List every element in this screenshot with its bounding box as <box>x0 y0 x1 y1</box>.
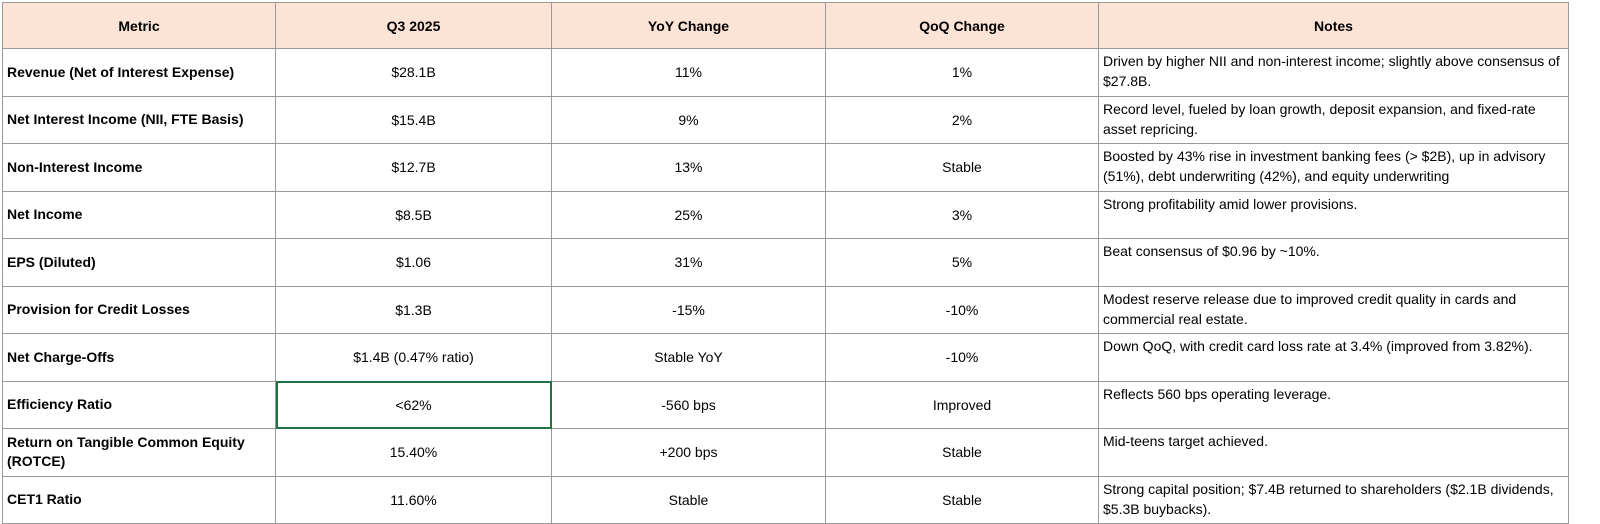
notes-text: Modest reserve release due to improved c… <box>1103 290 1517 327</box>
value-cell[interactable]: <62% <box>275 380 552 429</box>
table-row: Net Income $8.5B 25% 3% Strong profitability… <box>2 190 1569 239</box>
notes-cell: Strong capital position; $7.4B returned … <box>1098 475 1569 524</box>
value-cell: 1% <box>825 48 1099 97</box>
metric-cell: Net Interest Income (NII, FTE Basis) <box>2 95 276 144</box>
value-cell: $1.4B (0.47% ratio) <box>275 333 552 382</box>
value-cell: $15.4B <box>275 95 552 144</box>
table-row: EPS (Diluted) $1.06 31% 5% Beat consensus of… <box>2 238 1569 287</box>
value-cell: 5% <box>825 238 1099 287</box>
table-row: Efficiency Ratio <62% -560 bps Improved Refl… <box>2 380 1569 429</box>
notes-cell: Modest reserve release due to improved c… <box>1098 285 1569 334</box>
notes-text: Driven by higher NII and non-interest in… <box>1103 53 1560 89</box>
table-row: Revenue (Net of Interest Expense) $28.1B 1… <box>2 48 1569 97</box>
value-cell: 31% <box>551 238 826 287</box>
notes-text: Mid-teens target achieved. <box>1103 433 1268 449</box>
column-header: YoY Change <box>551 2 826 49</box>
table-row: Net Interest Income (NII, FTE Basis) $15.… <box>2 95 1569 144</box>
metric-cell: Revenue (Net of Interest Expense) <box>2 48 276 97</box>
notes-text: Reflects 560 bps operating leverage. <box>1103 385 1332 402</box>
value-cell: $1.06 <box>275 238 552 287</box>
metrics-table: Metric Q3 2025 YoY Change QoQ Change Notes R… <box>2 2 1569 524</box>
table-body: Revenue (Net of Interest Expense) $28.1B 1… <box>2 48 1569 524</box>
header-row: Metric Q3 2025 YoY Change QoQ Change Notes <box>2 2 1569 49</box>
metric-cell: CET1 Ratio <box>2 475 276 524</box>
notes-text: Strong capital position; $7.4B returned … <box>1103 480 1554 517</box>
value-cell: -10% <box>825 333 1099 382</box>
value-cell: Stable YoY <box>551 333 826 382</box>
table-row: Provision for Credit Losses $1.3B -15% -10%… <box>2 285 1569 334</box>
value-cell: 2% <box>825 95 1099 144</box>
metric-cell: Net Income <box>2 190 276 239</box>
column-header: Metric <box>2 2 276 49</box>
value-cell: 9% <box>551 95 826 144</box>
value-cell: -560 bps <box>551 380 826 429</box>
value-cell: Stable <box>825 475 1099 524</box>
notes-text: Boosted by 43% rise in investment bankin… <box>1103 148 1546 184</box>
table-row: CET1 Ratio 11.60% Stable Stable Strong capit… <box>2 475 1569 524</box>
table-row: Return on Tangible Common Equity (ROTCE)… <box>2 428 1569 477</box>
value-cell: +200 bps <box>551 428 826 477</box>
notes-cell: Driven by higher NII and non-interest in… <box>1098 48 1569 97</box>
value-cell: 25% <box>551 190 826 239</box>
table-row: Net Charge-Offs $1.4B (0.47% ratio) Stable… <box>2 333 1569 382</box>
value-cell: $8.5B <box>275 190 552 239</box>
notes-cell: Boosted by 43% rise in investment bankin… <box>1098 143 1569 192</box>
value-cell: 15.40% <box>275 428 552 477</box>
value-cell: 13% <box>551 143 826 192</box>
notes-text: Beat consensus of $0.96 by ~10%. <box>1103 243 1320 259</box>
metric-cell: Net Charge-Offs <box>2 333 276 382</box>
notes-cell: Down QoQ, with credit card loss rate at … <box>1098 333 1569 382</box>
metric-cell: Efficiency Ratio <box>2 380 276 429</box>
value-cell: $1.3B <box>275 285 552 334</box>
value-cell: $12.7B <box>275 143 552 192</box>
notes-text: Down QoQ, with credit card loss rate at … <box>1103 338 1533 354</box>
metric-cell: Non-Interest Income <box>2 143 276 192</box>
value-cell: Stable <box>825 428 1099 477</box>
column-header: Notes <box>1098 2 1569 49</box>
value-cell: Stable <box>825 143 1099 192</box>
notes-cell: Reflects 560 bps operating leverage. <box>1098 380 1569 429</box>
column-header: QoQ Change <box>825 2 1099 49</box>
metric-cell: Provision for Credit Losses <box>2 285 276 334</box>
notes-text: Strong profitability amid lower provisio… <box>1103 195 1358 212</box>
notes-cell: Strong profitability amid lower provisio… <box>1098 190 1569 239</box>
notes-text: Record level, fueled by loan growth, dep… <box>1103 100 1536 137</box>
value-cell: -15% <box>551 285 826 334</box>
value-cell: -10% <box>825 285 1099 334</box>
metric-cell: Return on Tangible Common Equity (ROTCE) <box>2 428 276 477</box>
notes-cell: Record level, fueled by loan growth, dep… <box>1098 95 1569 144</box>
notes-cell: Mid-teens target achieved. <box>1098 428 1569 477</box>
value-cell: 3% <box>825 190 1099 239</box>
value-cell: 11.60% <box>275 475 552 524</box>
value-cell: Stable <box>551 475 826 524</box>
value-cell: Improved <box>825 380 1099 429</box>
metric-cell: EPS (Diluted) <box>2 238 276 287</box>
value-cell: 11% <box>551 48 826 97</box>
column-header: Q3 2025 <box>275 2 552 49</box>
value-cell: $28.1B <box>275 48 552 97</box>
notes-cell: Beat consensus of $0.96 by ~10%. <box>1098 238 1569 287</box>
table-row: Non-Interest Income $12.7B 13% Stable Booste… <box>2 143 1569 192</box>
